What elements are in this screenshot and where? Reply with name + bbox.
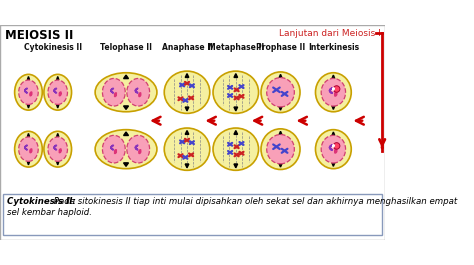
Ellipse shape [102,135,125,163]
Circle shape [333,86,340,92]
Text: Pada sitokinesis II tiap inti mulai dipisahkan oleh sekat sel dan akhirnya mengh: Pada sitokinesis II tiap inti mulai dipi… [51,197,457,206]
Ellipse shape [95,130,157,169]
Ellipse shape [213,128,258,170]
Text: Interkinesis: Interkinesis [308,43,359,52]
Polygon shape [279,74,282,78]
Text: Cytokinesis II: Cytokinesis II [24,43,82,52]
Polygon shape [185,131,189,134]
Polygon shape [234,74,237,77]
Ellipse shape [18,137,38,161]
Ellipse shape [15,131,42,167]
Ellipse shape [95,73,157,112]
Ellipse shape [321,135,346,163]
Polygon shape [234,131,237,134]
Polygon shape [56,77,59,80]
Ellipse shape [44,131,72,167]
Polygon shape [124,132,128,135]
Polygon shape [56,133,59,137]
Polygon shape [332,132,335,135]
Ellipse shape [261,129,300,170]
Text: Cytokinesis II:: Cytokinesis II: [7,197,76,206]
Circle shape [333,143,340,149]
Polygon shape [279,107,282,110]
Text: sel kembar haploid.: sel kembar haploid. [7,208,92,217]
Ellipse shape [48,80,67,104]
Text: Prophase II: Prophase II [256,43,305,52]
Polygon shape [332,106,335,109]
Polygon shape [56,105,59,108]
Polygon shape [124,163,128,166]
FancyBboxPatch shape [3,194,382,235]
Ellipse shape [316,130,351,169]
Ellipse shape [127,78,150,106]
Ellipse shape [164,71,210,113]
Ellipse shape [102,78,125,106]
Polygon shape [234,164,237,168]
Polygon shape [185,74,189,77]
Ellipse shape [48,137,67,161]
Polygon shape [27,77,29,80]
Ellipse shape [44,74,72,110]
Ellipse shape [164,128,210,170]
Ellipse shape [18,80,38,104]
Text: Telophase II: Telophase II [100,43,152,52]
Ellipse shape [213,71,258,113]
Polygon shape [185,164,189,168]
Polygon shape [332,163,335,166]
Text: Metaphase II: Metaphase II [208,43,264,52]
Ellipse shape [267,78,294,107]
Ellipse shape [316,73,351,112]
Ellipse shape [321,78,346,106]
Polygon shape [56,162,59,165]
Ellipse shape [267,135,294,164]
FancyBboxPatch shape [0,25,385,240]
Text: Anaphase II: Anaphase II [162,43,212,52]
Text: Lanjutan dari Meiosis I: Lanjutan dari Meiosis I [279,29,381,38]
Ellipse shape [261,72,300,113]
Polygon shape [124,106,128,109]
Polygon shape [279,131,282,135]
Polygon shape [185,107,189,111]
Polygon shape [332,75,335,79]
Polygon shape [124,75,128,79]
Polygon shape [27,105,29,108]
Ellipse shape [127,135,150,163]
Text: MEIOSIS II: MEIOSIS II [5,29,73,42]
Polygon shape [279,164,282,167]
Polygon shape [27,162,29,165]
Polygon shape [27,133,29,137]
Polygon shape [234,107,237,111]
Ellipse shape [15,74,42,110]
